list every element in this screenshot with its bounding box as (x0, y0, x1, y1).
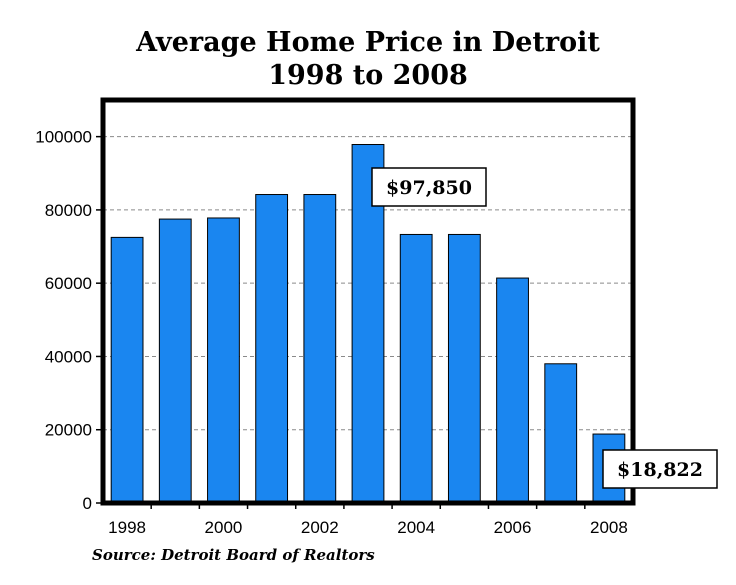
x-tick-label: 2006 (494, 518, 532, 537)
chart-title: Average Home Price in Detroit (136, 27, 600, 58)
bar-2001 (255, 194, 289, 504)
axes: 0 20000 40000 60000 80000 100000 1998 2000 2002 2… (35, 128, 628, 537)
bar-2002 (303, 194, 337, 504)
x-tick-label: 2000 (205, 518, 243, 537)
plot-frame (100, 97, 636, 506)
y-tick-label: 40000 (45, 347, 92, 366)
bar-1999 (158, 218, 192, 504)
y-tick-label: 20000 (45, 421, 92, 440)
x-tick-label: 2002 (301, 518, 339, 537)
chart-subtitle: 1998 to 2008 (268, 60, 468, 91)
callout-peak: $97,850 (371, 167, 487, 207)
x-tick-label: 1998 (108, 518, 146, 537)
source-note: Source: Detroit Board of Realtors (92, 546, 375, 564)
callout-low-box (602, 449, 718, 489)
x-tick-label: 2008 (590, 518, 628, 537)
callout-low: $18,822 (602, 449, 718, 489)
y-tick-label: 0 (83, 494, 92, 513)
bar-1998 (110, 236, 144, 504)
bar-2007 (544, 363, 578, 504)
bars (110, 144, 626, 504)
y-tick-label: 80000 (45, 201, 92, 220)
y-tick-label: 60000 (45, 274, 92, 293)
callout-low-label: $18,822 (617, 459, 703, 481)
bar-2000 (207, 217, 240, 504)
bar-2004 (399, 233, 433, 504)
callout-peak-label: $97,850 (386, 177, 472, 199)
bar-2005 (447, 233, 481, 504)
y-tick-label: 100000 (35, 128, 92, 147)
x-tick-label: 2004 (397, 518, 435, 537)
bar-2006 (496, 277, 529, 504)
callout-peak-box (371, 167, 487, 207)
